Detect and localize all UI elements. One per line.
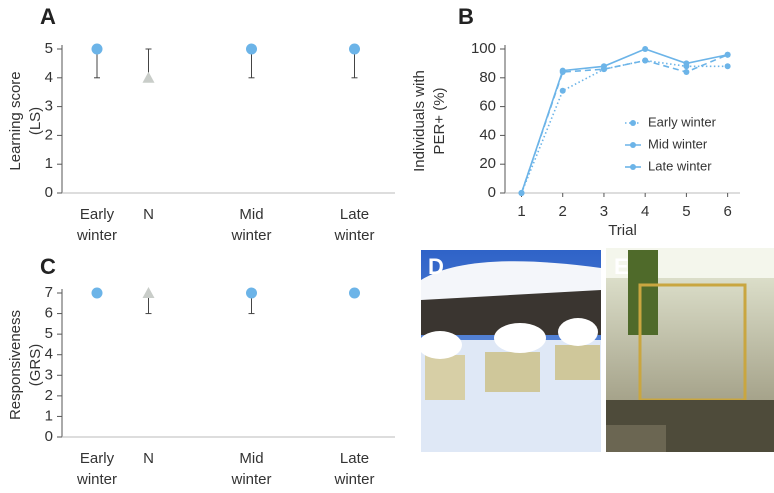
x-tick-label: winter [333,227,374,244]
legend-label: Mid winter [648,136,708,151]
y-tick-label: 3 [45,98,53,115]
marker [246,287,257,299]
y-tick-label: 2 [45,126,53,143]
x-tick-label: 1 [517,203,525,220]
marker [142,71,155,83]
legend-marker [630,120,636,126]
series-line [520,48,728,194]
marker [349,287,360,299]
y-axis-label: Responsiveness [7,310,24,420]
y-tick-label: 0 [45,184,53,201]
y-tick-label: 2 [45,387,53,404]
series-line [520,54,728,194]
y-tick-label: 20 [479,155,496,172]
marker [91,43,103,55]
point [724,51,731,58]
y-tick-label: 1 [45,155,53,172]
legend-label: Late winter [648,158,712,173]
y-axis-label: Learning score [7,71,24,170]
y-tick-label: 5 [45,40,53,57]
y-tick-label: 4 [45,69,53,86]
point [600,63,607,70]
marker [142,287,155,298]
legend-label: Early winter [648,114,717,129]
x-tick-label: 3 [600,203,608,220]
y-axis-label: (LS) [27,107,44,135]
y-tick-label: 60 [479,98,496,115]
legend-marker [630,142,636,148]
x-tick-label: Early [80,450,115,467]
x-tick-label: Late [340,206,369,223]
panel-letter: B [458,4,474,29]
point [642,46,649,52]
marker [91,287,103,299]
marker [246,43,257,55]
y-tick-label: 80 [479,69,496,86]
x-tick-label: N [143,206,154,223]
y-tick-label: 4 [45,346,53,363]
x-tick-label: 4 [641,203,649,220]
y-tick-label: 40 [479,126,496,143]
photo-label: D [428,254,444,279]
point [559,67,566,74]
x-tick-label: winter [76,227,117,244]
photo-label: E [614,254,629,279]
x-tick-label: winter [230,227,271,244]
photo-d [418,250,601,452]
y-tick-label: 3 [45,366,53,383]
point [518,190,525,196]
y-tick-label: 100 [471,40,496,57]
y-tick-label: 6 [45,305,53,322]
x-axis-label: Trial [608,222,637,239]
point [683,60,690,67]
x-tick-label: winter [333,471,374,488]
point [683,69,690,76]
point [724,63,731,70]
marker [349,43,360,55]
x-tick-label: 5 [682,203,690,220]
x-tick-label: Late [340,450,369,467]
x-tick-label: winter [230,471,271,488]
point [642,57,649,64]
x-tick-label: winter [76,471,117,488]
x-tick-label: 2 [559,203,567,220]
y-tick-label: 1 [45,407,53,424]
y-axis-label: (GRS) [27,344,44,387]
y-tick-label: 7 [45,284,53,301]
point [559,87,566,94]
photo-e [606,248,774,452]
x-tick-label: Mid [239,206,263,223]
y-tick-label: 5 [45,325,53,342]
x-tick-label: N [143,450,154,467]
legend-marker [630,164,636,170]
panel-letter: A [40,4,56,29]
panel-letter: C [40,254,56,279]
y-axis-label: Individuals with [411,70,428,172]
x-tick-label: Early [80,206,115,223]
x-tick-label: 6 [723,203,731,220]
y-tick-label: 0 [45,428,53,445]
y-tick-label: 0 [488,184,496,201]
x-tick-label: Mid [239,450,263,467]
y-axis-label: PER+ (%) [431,87,448,154]
